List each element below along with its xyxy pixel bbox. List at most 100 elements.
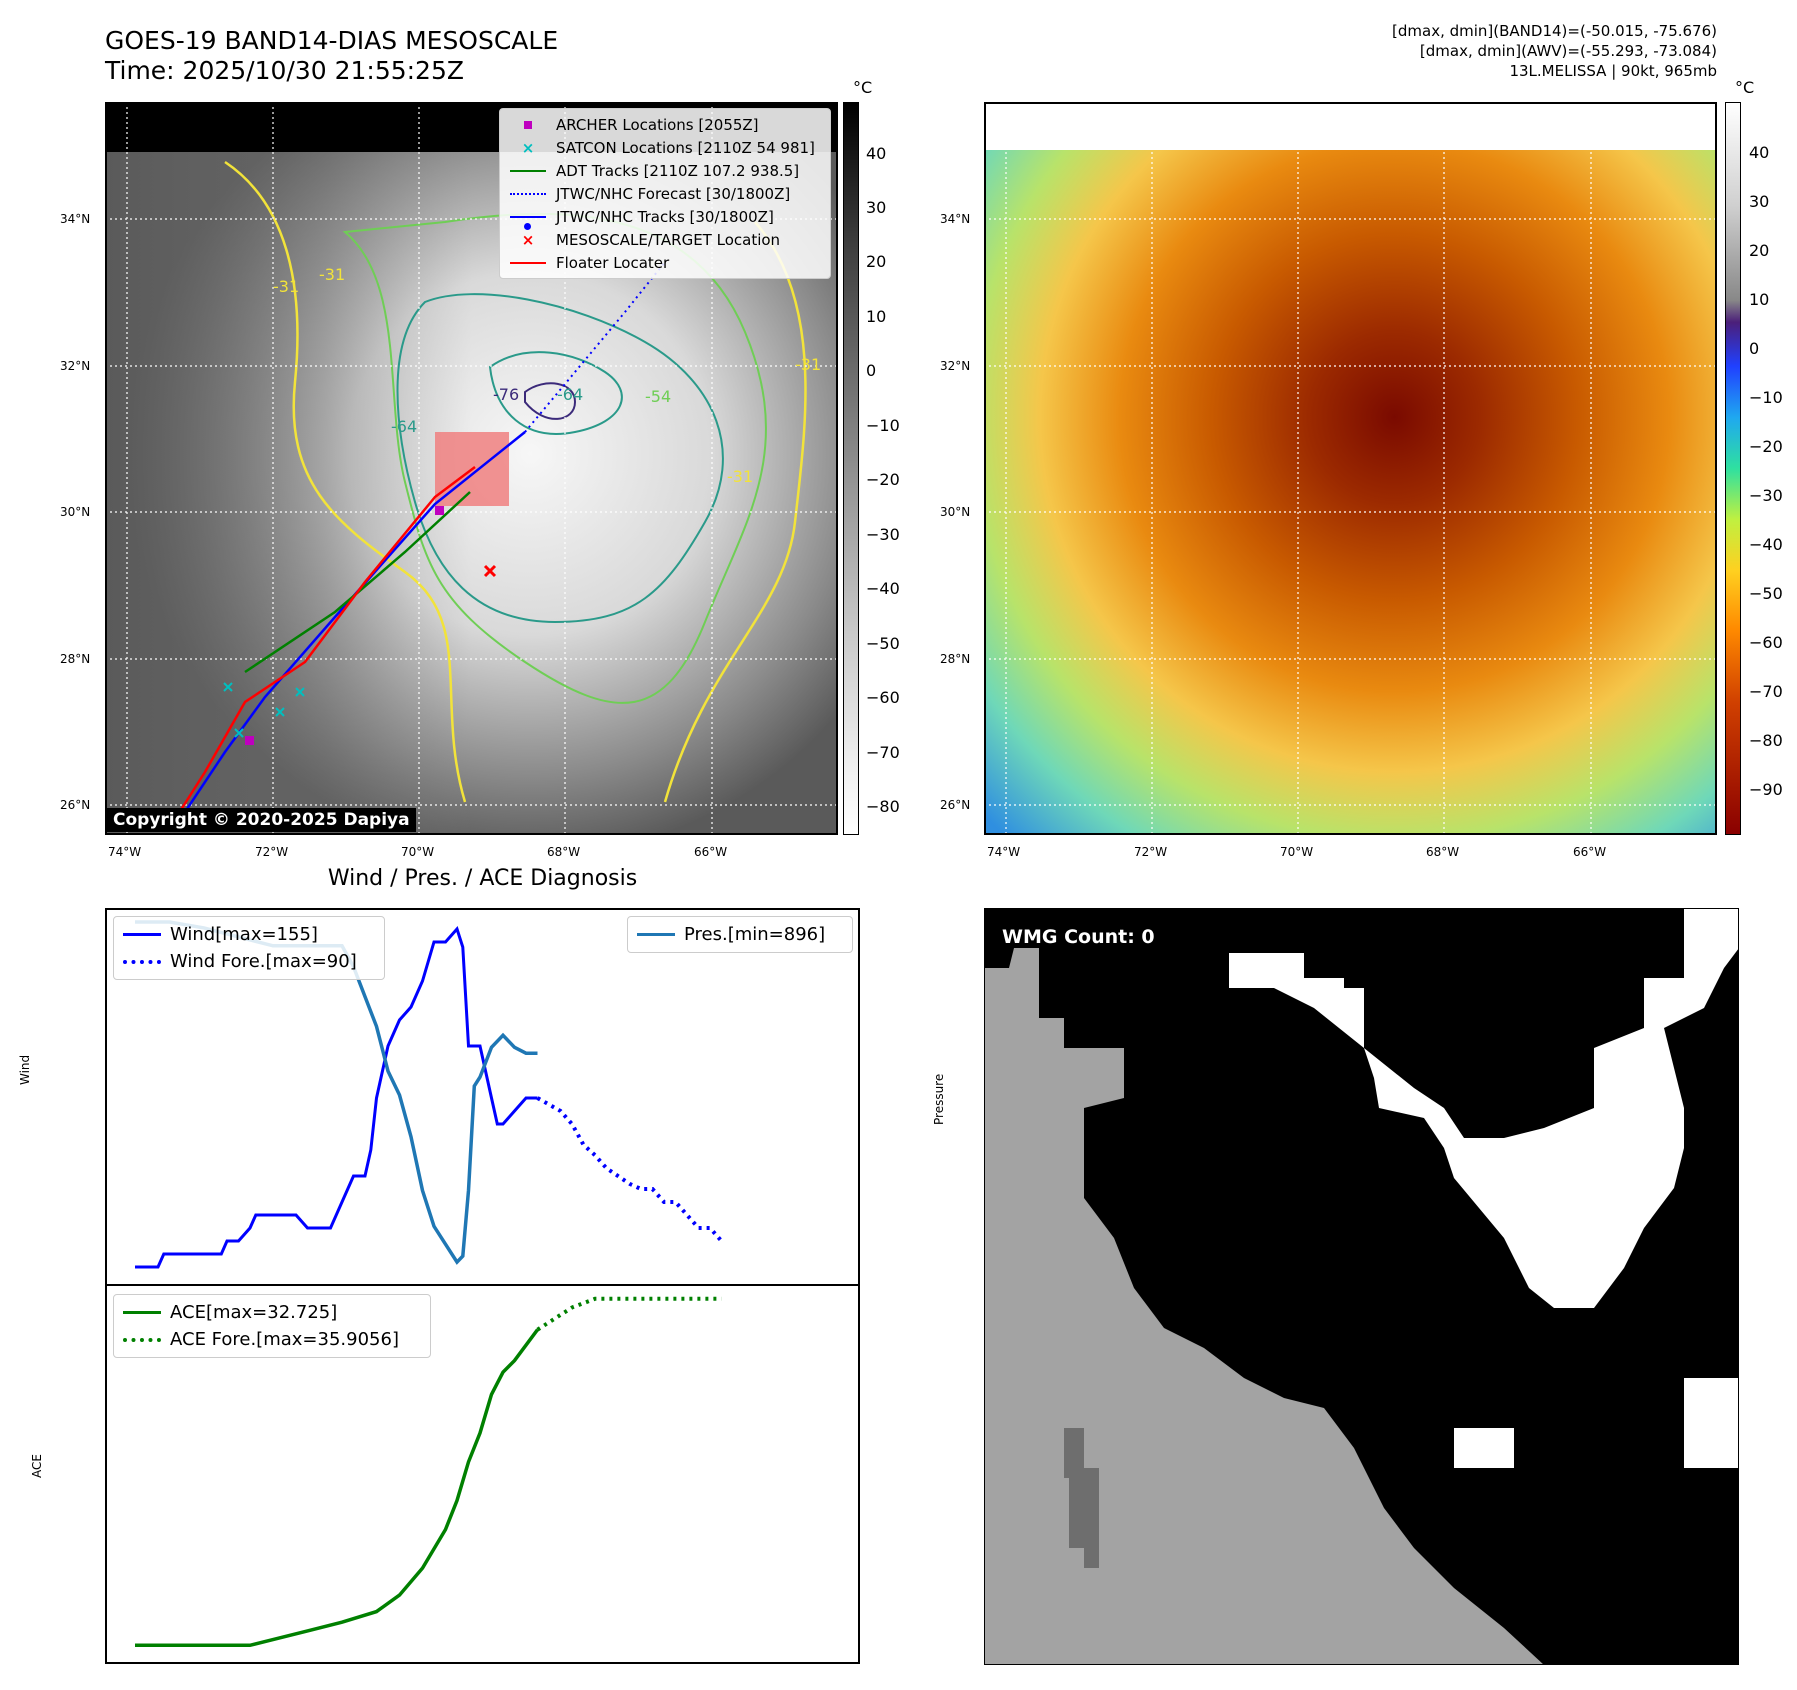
color-colorbar-tick: −20 — [1749, 437, 1783, 456]
wmg-white-patch — [1684, 1378, 1739, 1468]
lat-label: 30°N — [60, 505, 91, 519]
lat-label: 28°N — [60, 652, 91, 666]
contour-minus31 — [224, 160, 807, 803]
chart-time: Time: 2025/10/30 21:55:25Z — [105, 56, 464, 85]
map-legend: ARCHER Locations [2055Z] × SATCON Locatio… — [499, 108, 831, 279]
square-icon — [524, 120, 532, 129]
gray-colorbar-tick: −10 — [866, 416, 900, 435]
line-icon — [637, 933, 675, 936]
wmg-count: WMG Count: 0 — [1002, 926, 1155, 948]
gray-colorbar-tick: −80 — [866, 797, 900, 816]
lon-label: 74°W — [987, 845, 1021, 859]
line-icon — [123, 1311, 161, 1314]
color-colorbar-tick: −80 — [1749, 731, 1783, 750]
legend-satcon: × SATCON Locations [2110Z 54 981] — [508, 136, 822, 159]
gray-colorbar-tick: −70 — [866, 743, 900, 762]
lat-label: 32°N — [940, 359, 971, 373]
colorbar-unit: °C — [853, 78, 873, 97]
color-colorbar-tick: −30 — [1749, 486, 1783, 505]
wind-legend: Wind[max=155] Wind Fore.[max=90] — [113, 916, 385, 980]
contour-minus76 — [524, 382, 577, 420]
gray-colorbar-tick: 10 — [866, 307, 887, 326]
gray-colorbar-tick: 30 — [866, 198, 887, 217]
lon-label: 70°W — [1280, 845, 1314, 859]
ace-axis-label: ACE — [30, 1454, 44, 1478]
gray-colorbar-tick: 40 — [866, 144, 887, 163]
legend-ace-forecast: ACE Fore.[max=35.9056] — [122, 1326, 422, 1353]
chart-title: GOES-19 BAND14-DIAS MESOSCALE — [105, 26, 559, 55]
dotted-line-icon — [123, 959, 161, 964]
mesoscale-target-marker — [483, 564, 497, 578]
color-nodata-band — [984, 102, 1717, 150]
ir-gridlines — [105, 102, 838, 835]
x-icon: × — [521, 138, 535, 157]
legend-wind-forecast: Wind Fore.[max=90] — [122, 948, 376, 975]
contour-label: -31 — [273, 277, 299, 296]
jtwc-track — [173, 431, 526, 828]
wmg-gray-region — [984, 948, 1544, 1665]
legend-ace: ACE[max=32.725] — [122, 1299, 422, 1326]
ace-series-line-1 — [536, 1296, 722, 1332]
color-colorbar-tick: −90 — [1749, 780, 1783, 799]
dot-icon — [524, 222, 531, 230]
lon-label: 66°W — [1573, 845, 1607, 859]
wmg-dark-gray-region — [1064, 1428, 1099, 1568]
color-colorbar-tick: 10 — [1749, 290, 1770, 309]
ace-plot-frame — [105, 1284, 860, 1664]
lon-label: 72°W — [1134, 845, 1168, 859]
legend-pressure: Pres.[min=896] — [636, 921, 844, 948]
pressure-axis-label: Pressure — [932, 1073, 946, 1125]
info-storm: 13L.MELISSA | 90kt, 965mb — [1509, 62, 1717, 80]
adt-track — [244, 491, 471, 674]
lon-label: 74°W — [108, 845, 142, 859]
lat-label: 34°N — [60, 212, 91, 226]
contour-minus64 — [396, 293, 724, 624]
satcon-markers — [223, 682, 305, 738]
line-icon — [510, 169, 546, 172]
archer-marker-2 — [435, 506, 444, 515]
diagnosis-title: Wind / Pres. / ACE Diagnosis — [327, 866, 638, 891]
color-colorbar-tick: 0 — [1749, 339, 1760, 358]
ace-series-line-0 — [135, 1328, 539, 1648]
info-awv: [dmax, dmin](AWV)=(-55.293, -73.084) — [1419, 42, 1717, 60]
color-colorbar — [1725, 102, 1741, 835]
color-colorbar-tick: −10 — [1749, 388, 1783, 407]
gray-colorbar-tick: −40 — [866, 579, 900, 598]
lat-label: 26°N — [60, 798, 91, 812]
wmg-black-patch — [1310, 1034, 1336, 1050]
ir-map-frame — [105, 102, 838, 835]
wmg-panel: WMG Count: 0 — [983, 907, 1740, 1666]
contour-label: -64 — [557, 385, 583, 404]
color-gridlines — [984, 102, 1717, 835]
gray-colorbar-tick: −30 — [866, 525, 900, 544]
color-map — [984, 102, 1717, 835]
contour-label: -31 — [795, 355, 821, 374]
gray-colorbar-tick: −60 — [866, 688, 900, 707]
contour-label: -64 — [391, 417, 417, 436]
contour-minus64-inner — [488, 351, 623, 435]
x-icon: × — [521, 230, 535, 249]
colorbar-unit: °C — [1735, 78, 1755, 97]
gray-colorbar-tick: −50 — [866, 634, 900, 653]
lon-label: 66°W — [694, 845, 728, 859]
diagnosis-charts: 160140120100806040201000980960940920900 … — [74, 908, 914, 1665]
legend-archer: ARCHER Locations [2055Z] — [508, 113, 822, 136]
color-map-frame — [984, 102, 1717, 835]
diagnosis-svg: 160140120100806040201000980960940920900 … — [74, 908, 914, 1664]
contour-label: -31 — [727, 467, 753, 486]
color-colorbar-tick: −70 — [1749, 682, 1783, 701]
legend-adt: ADT Tracks [2110Z 107.2 938.5] — [508, 159, 822, 182]
legend-forecast: JTWC/NHC Forecast [30/1800Z] — [508, 182, 822, 205]
dotted-line-icon — [510, 192, 546, 195]
lat-label: 34°N — [940, 212, 971, 226]
archer-marker — [245, 736, 254, 745]
contour-label: -76 — [493, 385, 519, 404]
lon-label: 70°W — [401, 845, 435, 859]
lon-label: 72°W — [255, 845, 289, 859]
legend-wind: Wind[max=155] — [122, 921, 376, 948]
color-colorbar-tick: 20 — [1749, 241, 1770, 260]
wind-series-line-1 — [536, 1096, 723, 1243]
floater-track — [168, 466, 476, 828]
ir-map-panel: -76 -64 -64 -54 -31 -31 -31 -31 Copyrigh… — [105, 102, 838, 835]
color-colorbar-tick: 40 — [1749, 143, 1770, 162]
